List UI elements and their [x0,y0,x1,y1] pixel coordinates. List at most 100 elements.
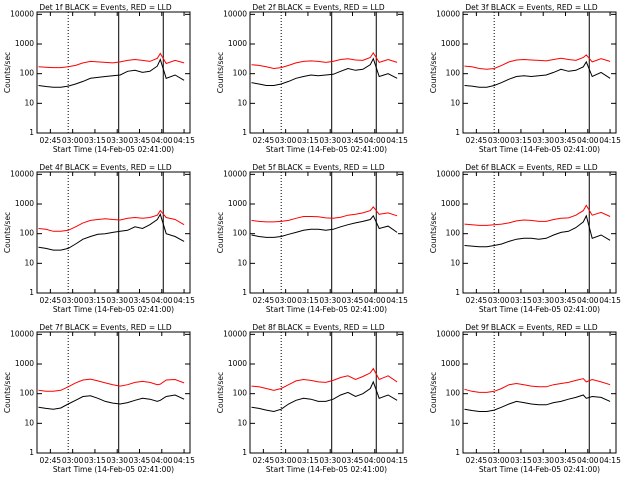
x-tick-label: 02:45 [40,456,62,465]
x-tick-label: 04:00 [151,136,173,145]
y-axis-label: Counts/sec [429,372,438,413]
chart-title: Det 5f BLACK = Events, RED = LLD [252,163,385,172]
x-tick-label: 04:00 [364,296,386,305]
chart-title: Det 3f BLACK = Events, RED = LLD [465,3,598,12]
x-tick-label: 02:45 [253,456,275,465]
x-tick-label: 03:15 [84,136,106,145]
x-tick-label: 04:00 [151,456,173,465]
x-tick-label: 03:30 [319,456,341,465]
x-tick-label: 02:45 [466,296,488,305]
y-tick-label: 1000 [228,39,247,48]
y-tick-label: 1 [242,128,247,137]
plot-frame [462,331,617,454]
x-axis-label: Start Time (14-Feb-05 02:41:00) [53,305,174,314]
plot-frame [249,331,404,454]
x-tick-label: 03:15 [297,136,319,145]
y-tick-label: 100 [233,69,248,78]
data-line [38,52,185,69]
data-line [251,51,398,70]
data-line [251,57,398,86]
x-tick-label: 02:45 [253,136,275,145]
y-tick-label: 1 [455,128,460,137]
x-tick-label: 04:15 [386,296,408,305]
x-axis-label: Start Time (14-Feb-05 02:41:00) [266,305,387,314]
y-tick-label: 10000 [10,329,34,338]
chart-title: Det 7f BLACK = Events, RED = LLD [39,323,172,332]
y-tick-label: 100 [446,229,461,238]
data-line [251,214,398,238]
y-tick-label: 10 [450,258,460,267]
x-tick-label: 03:30 [106,136,128,145]
y-tick-label: 10 [24,258,34,267]
y-tick-label: 1000 [15,39,34,48]
y-tick-label: 10 [450,98,460,107]
plot-frame [36,11,191,134]
y-tick-label: 10 [237,98,247,107]
plot-frame [249,11,404,134]
y-tick-label: 10000 [223,329,247,338]
x-axis-label: Start Time (14-Feb-05 02:41:00) [266,465,387,474]
y-tick-label: 10000 [436,9,460,18]
x-tick-label: 03:45 [555,456,577,465]
y-tick-label: 100 [233,229,248,238]
x-tick-label: 04:15 [599,456,621,465]
y-axis-label: Counts/sec [3,372,12,413]
x-tick-label: 04:00 [577,456,599,465]
y-tick-label: 1 [242,288,247,297]
y-tick-label: 10 [237,418,247,427]
x-tick-label: 03:15 [510,296,532,305]
plot-frame [462,11,617,134]
x-tick-label: 02:45 [466,136,488,145]
x-axis-label: Start Time (14-Feb-05 02:41:00) [266,145,387,154]
x-tick-label: 04:15 [386,136,408,145]
y-tick-label: 100 [20,389,35,398]
y-axis-label: Counts/sec [3,212,12,253]
y-tick-label: 1 [455,448,460,457]
y-axis-label: Counts/sec [3,52,12,93]
x-tick-label: 03:15 [510,136,532,145]
x-tick-label: 03:00 [275,296,297,305]
x-tick-label: 03:15 [297,296,319,305]
y-tick-label: 100 [20,69,35,78]
y-tick-label: 10 [237,258,247,267]
x-tick-label: 04:00 [364,136,386,145]
x-tick-label: 03:30 [532,296,554,305]
x-tick-label: 03:30 [532,456,554,465]
y-axis-label: Counts/sec [216,372,225,413]
chart-title: Det 2f BLACK = Events, RED = LLD [252,3,385,12]
x-tick-label: 03:00 [62,136,84,145]
data-line [464,378,611,393]
y-tick-label: 1000 [228,359,247,368]
x-axis-label: Start Time (14-Feb-05 02:41:00) [479,465,600,474]
plot-frame [36,331,191,454]
x-tick-label: 03:30 [319,136,341,145]
chart-title: Det 8f BLACK = Events, RED = LLD [252,323,385,332]
x-tick-label: 02:45 [466,456,488,465]
x-tick-label: 03:45 [129,456,151,465]
y-tick-label: 1000 [441,359,460,368]
data-line [464,60,611,88]
data-line [251,380,398,413]
y-tick-label: 10 [450,418,460,427]
y-tick-label: 1 [242,448,247,457]
x-axis-label: Start Time (14-Feb-05 02:41:00) [479,145,600,154]
x-tick-label: 03:15 [510,456,532,465]
data-line [251,367,398,391]
y-tick-label: 100 [446,389,461,398]
x-axis-label: Start Time (14-Feb-05 02:41:00) [53,465,174,474]
y-tick-label: 10000 [10,169,34,178]
y-tick-label: 10 [24,418,34,427]
x-tick-label: 03:00 [275,456,297,465]
y-tick-label: 10000 [436,169,460,178]
x-tick-label: 04:00 [577,296,599,305]
x-tick-label: 03:15 [84,296,106,305]
x-tick-label: 03:30 [106,456,128,465]
y-tick-label: 1 [455,288,460,297]
data-line [251,206,398,223]
y-tick-label: 100 [446,69,461,78]
x-tick-label: 04:15 [173,296,195,305]
y-tick-label: 10000 [436,329,460,338]
x-tick-label: 03:00 [488,136,510,145]
chart-title: Det 1f BLACK = Events, RED = LLD [39,3,172,12]
x-tick-label: 03:45 [342,456,364,465]
